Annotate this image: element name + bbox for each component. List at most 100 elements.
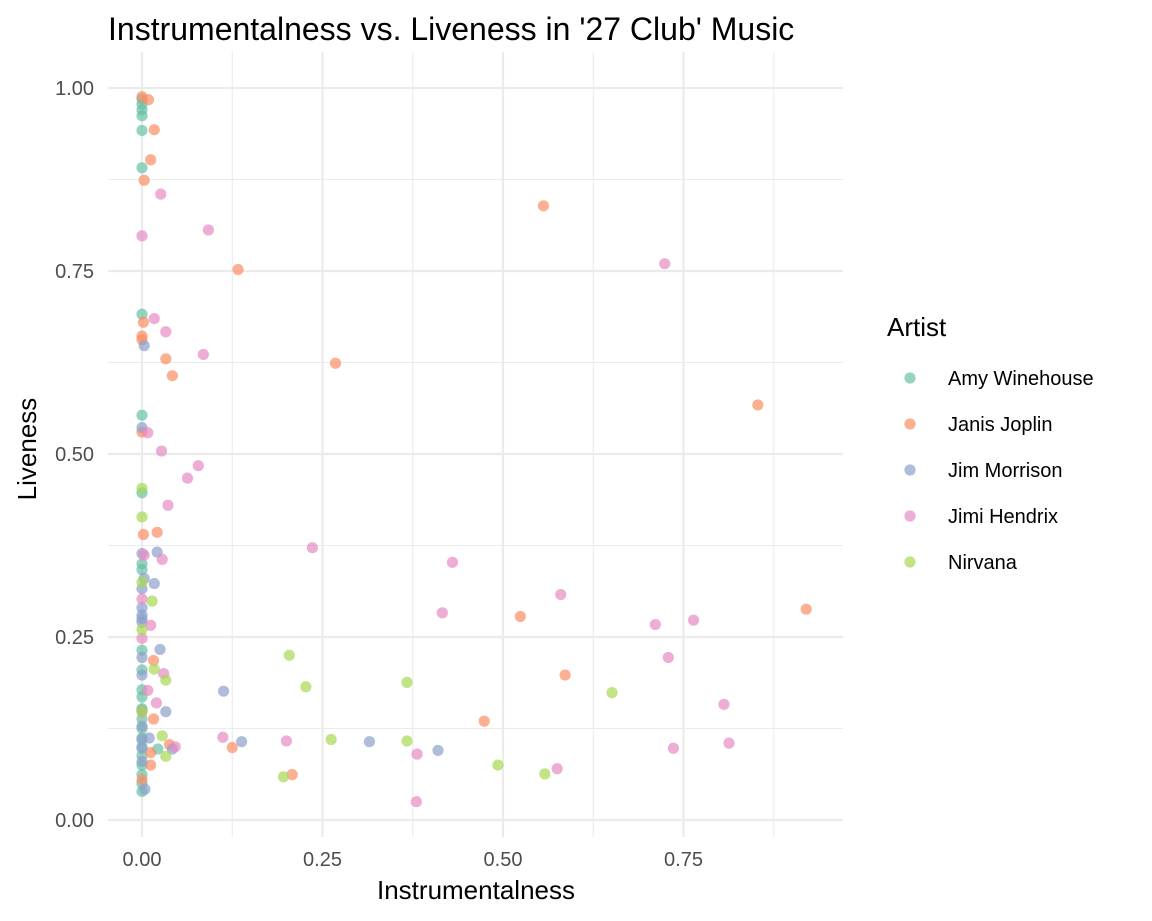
data-point-jimi-hendrix (667, 742, 679, 754)
data-point-jim-morrison (136, 651, 148, 664)
data-point-nirvana (136, 482, 148, 495)
data-point-amy-winehouse (136, 564, 148, 576)
data-point-nirvana (148, 663, 160, 675)
y-tick-label: 0.00 (55, 810, 94, 832)
data-point-nirvana (492, 759, 504, 771)
data-point-jimi-hendrix (145, 619, 157, 631)
legend-label: Nirvana (948, 552, 1018, 574)
data-point-nirvana (300, 681, 312, 693)
data-point-janis-joplin (137, 528, 150, 541)
x-axis-title: Instrumentalness (377, 875, 575, 905)
data-point-jimi-hendrix (150, 697, 163, 709)
x-tick-label: 0.50 (484, 849, 523, 871)
data-point-nirvana (136, 576, 148, 588)
data-point-janis-joplin (800, 603, 812, 615)
data-point-janis-joplin (147, 713, 160, 725)
y-axis-title: Liveness (12, 398, 42, 501)
y-tick-label: 0.25 (55, 627, 94, 649)
data-point-janis-joplin (329, 357, 342, 369)
data-point-janis-joplin (226, 741, 238, 754)
data-point-jimi-hendrix (160, 326, 172, 338)
data-point-jimi-hendrix (688, 614, 700, 626)
data-point-jim-morrison (217, 685, 230, 697)
legend-label: Jim Morrison (948, 460, 1062, 482)
data-point-jimi-hendrix (217, 731, 229, 743)
data-point-jimi-hendrix (142, 427, 154, 439)
data-point-janis-joplin (514, 610, 526, 623)
data-point-amy-winehouse (136, 124, 148, 137)
data-point-janis-joplin (145, 759, 157, 771)
data-point-janis-joplin (145, 154, 157, 166)
chart-title: Instrumentalness vs. Liveness in '27 Clu… (108, 11, 794, 47)
legend-items: Amy Winehouse Janis Joplin Jim Morrison Jim… (904, 368, 1094, 574)
data-point-nirvana (283, 649, 295, 661)
data-point-janis-joplin (232, 263, 244, 276)
data-point-janis-joplin (752, 399, 764, 411)
data-point-janis-joplin (559, 669, 571, 681)
data-point-jimi-hendrix (136, 632, 148, 645)
data-point-jimi-hendrix (446, 556, 459, 568)
legend-key (904, 464, 916, 476)
data-point-jimi-hendrix (155, 188, 167, 200)
data-point-jimi-hendrix (156, 553, 168, 566)
data-point-janis-joplin (478, 715, 490, 727)
data-point-janis-joplin (147, 654, 160, 667)
data-point-amy-winehouse (136, 110, 148, 122)
data-point-amy-winehouse (136, 409, 148, 421)
grid (108, 52, 843, 837)
data-point-janis-joplin (142, 94, 155, 106)
legend-label: Amy Winehouse (948, 368, 1094, 390)
y-tick-label: 1.00 (55, 78, 94, 100)
data-point-jimi-hendrix (718, 698, 730, 710)
data-point-janis-joplin (138, 174, 150, 186)
legend-key (904, 372, 916, 384)
data-point-nirvana (160, 750, 172, 762)
data-point-nirvana (606, 687, 618, 699)
y-tick-label: 0.75 (55, 261, 94, 283)
data-point-jimi-hendrix (280, 735, 292, 747)
legend-label: Jimi Hendrix (948, 506, 1058, 528)
data-point-janis-joplin (166, 370, 178, 382)
x-tick-label: 0.25 (303, 849, 342, 871)
data-point-jimi-hendrix (169, 741, 181, 753)
data-point-jim-morrison (236, 736, 248, 748)
data-point-jimi-hendrix (136, 230, 148, 242)
data-point-nirvana (325, 733, 337, 746)
data-point-nirvana (401, 676, 413, 688)
data-point-nirvana (136, 511, 148, 523)
data-points (136, 91, 812, 808)
data-point-janis-joplin (136, 774, 148, 786)
data-point-jimi-hendrix (202, 224, 215, 236)
legend: Artist Amy Winehouse Janis Joplin Jim Morr… (887, 312, 1094, 574)
data-point-nirvana (539, 768, 551, 780)
y-tick-label: 0.50 (55, 444, 94, 466)
data-point-jimi-hendrix (155, 445, 168, 457)
data-point-janis-joplin (151, 526, 163, 538)
data-point-jim-morrison (139, 783, 151, 795)
data-point-jimi-hendrix (162, 499, 174, 511)
x-axis-ticks: 0.00 0.25 0.50 0.75 (123, 849, 703, 871)
data-point-jim-morrison (363, 736, 376, 748)
data-point-jim-morrison (160, 706, 172, 718)
data-point-jimi-hendrix (410, 796, 422, 808)
data-point-amy-winehouse (136, 162, 148, 174)
data-point-nirvana (136, 705, 148, 717)
data-point-nirvana (156, 730, 168, 742)
data-point-jim-morrison (154, 643, 166, 656)
legend-title: Artist (887, 312, 947, 342)
data-point-jimi-hendrix (306, 542, 318, 554)
data-point-jim-morrison (138, 340, 150, 352)
data-point-jimi-hendrix (662, 651, 674, 664)
data-point-jimi-hendrix (659, 258, 671, 270)
data-point-janis-joplin (160, 353, 172, 365)
data-point-jimi-hendrix (649, 618, 661, 631)
legend-key (904, 418, 916, 430)
data-point-jimi-hendrix (136, 593, 148, 605)
data-point-nirvana (160, 674, 172, 686)
data-point-jim-morrison (136, 755, 148, 768)
data-point-nirvana (401, 735, 413, 747)
data-point-janis-joplin (145, 747, 157, 759)
data-point-jimi-hendrix (197, 348, 209, 361)
legend-key (904, 556, 916, 568)
